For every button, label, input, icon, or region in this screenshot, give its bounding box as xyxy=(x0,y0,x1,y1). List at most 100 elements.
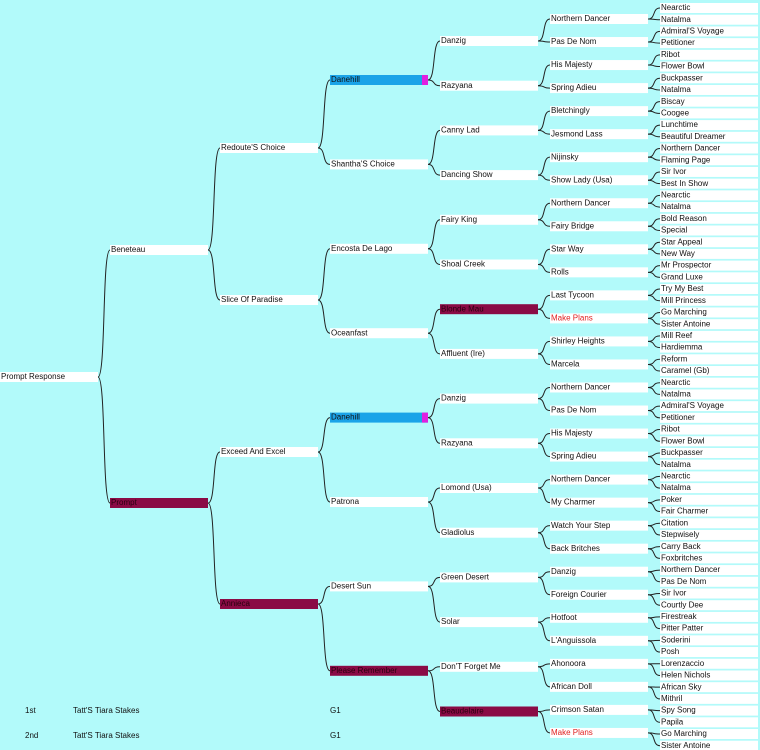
horse-name: L'Anguissola xyxy=(551,636,597,645)
horse-box xyxy=(660,166,758,177)
horse-name: Jesmond Lass xyxy=(551,129,603,138)
connector xyxy=(647,30,661,43)
horse-name: Razyana xyxy=(441,438,473,447)
horse-name: Ahonoora xyxy=(551,659,586,668)
connector xyxy=(537,174,551,181)
horse-name: Spy Song xyxy=(661,706,696,715)
horse-name: Don'T Forget Me xyxy=(441,662,501,671)
connector xyxy=(647,271,661,278)
connector xyxy=(647,317,661,325)
horse-box xyxy=(440,572,538,583)
horse-box xyxy=(660,295,758,306)
connector xyxy=(647,288,661,296)
horse-box xyxy=(220,447,318,457)
connector xyxy=(427,219,441,250)
horse-name: Exceed And Excel xyxy=(221,447,286,456)
horse-name: Biscay xyxy=(661,97,685,106)
horse-box xyxy=(550,244,648,255)
connector xyxy=(647,569,661,573)
horse-box xyxy=(660,670,758,681)
connector xyxy=(647,194,661,204)
connector xyxy=(427,79,441,87)
connector xyxy=(647,179,661,185)
connector xyxy=(537,709,551,712)
connector xyxy=(647,218,661,227)
connector xyxy=(647,54,661,66)
horse-box xyxy=(660,131,758,142)
horse-box xyxy=(660,272,758,283)
horse-name: Nearctic xyxy=(661,190,690,199)
connector xyxy=(97,376,111,504)
horse-name: Try My Best xyxy=(661,284,704,293)
connector xyxy=(647,294,661,302)
horse-name: Hotfoot xyxy=(551,613,578,622)
horse-box xyxy=(660,740,758,750)
horse-name: Hardiemma xyxy=(661,343,703,352)
horse-box xyxy=(550,497,648,508)
connector xyxy=(647,335,661,342)
horse-box xyxy=(440,80,538,91)
connector xyxy=(647,709,661,723)
marker xyxy=(422,75,428,85)
connector xyxy=(537,64,551,87)
horse-box xyxy=(550,290,648,301)
horse-box xyxy=(110,245,208,255)
horse-name: Beautiful Dreamer xyxy=(661,132,726,141)
horse-box xyxy=(550,152,648,163)
horse-name: Spring Adieu xyxy=(551,83,596,92)
horse-box xyxy=(660,225,758,236)
horse-box xyxy=(660,330,758,341)
horse-name: Reform xyxy=(661,354,688,363)
connector xyxy=(647,7,661,20)
horse-box xyxy=(660,108,758,119)
horse-name: Star Way xyxy=(551,244,584,253)
horse-name: Nearctic xyxy=(661,3,690,12)
connector xyxy=(537,353,551,365)
connector xyxy=(427,332,441,355)
result-place: 2nd xyxy=(25,731,38,740)
connector xyxy=(647,456,661,466)
connector xyxy=(537,308,551,319)
horse-box xyxy=(660,342,758,353)
horse-box xyxy=(660,178,758,189)
horse-box xyxy=(660,61,758,72)
horse-name: Sister Antoine xyxy=(661,741,711,750)
horse-box xyxy=(550,474,648,485)
horse-name: Pas De Nom xyxy=(551,406,597,415)
horse-name: Danzig xyxy=(441,394,466,403)
horse-name: Northern Dancer xyxy=(551,475,610,484)
horse-box xyxy=(550,60,648,71)
horse-box xyxy=(220,143,318,153)
horse-box xyxy=(660,529,758,540)
connector xyxy=(647,87,661,91)
horse-name: Citation xyxy=(661,518,688,527)
connector xyxy=(647,382,661,388)
horse-name: Ribot xyxy=(661,425,680,434)
horse-name: Shantha'S Choice xyxy=(331,160,395,169)
horse-name: Foxbritches xyxy=(661,553,702,562)
horse-name: Crimson Satan xyxy=(551,705,604,714)
connector xyxy=(647,202,661,208)
connector xyxy=(537,129,551,135)
horse-name: Nearctic xyxy=(661,378,690,387)
horse-name: Rolls xyxy=(551,267,569,276)
horse-name: Pitter Patter xyxy=(661,624,704,633)
connector xyxy=(647,640,661,653)
horse-name: Stepwisely xyxy=(661,530,699,539)
horse-name: Danzig xyxy=(551,567,576,576)
horse-name: Papila xyxy=(661,717,684,726)
horse-box xyxy=(440,393,538,404)
connector xyxy=(317,79,331,149)
connector xyxy=(647,686,661,700)
horse-name: My Charmer xyxy=(551,498,595,507)
connector xyxy=(537,294,551,310)
horse-name: Watch Your Step xyxy=(551,521,611,530)
connector xyxy=(537,202,551,221)
horse-name: Star Appeal xyxy=(661,237,703,246)
horse-box xyxy=(330,159,428,170)
connector xyxy=(427,129,441,165)
horse-box xyxy=(660,459,758,470)
horse-box xyxy=(550,704,648,715)
horse-name: Natalma xyxy=(661,202,691,211)
